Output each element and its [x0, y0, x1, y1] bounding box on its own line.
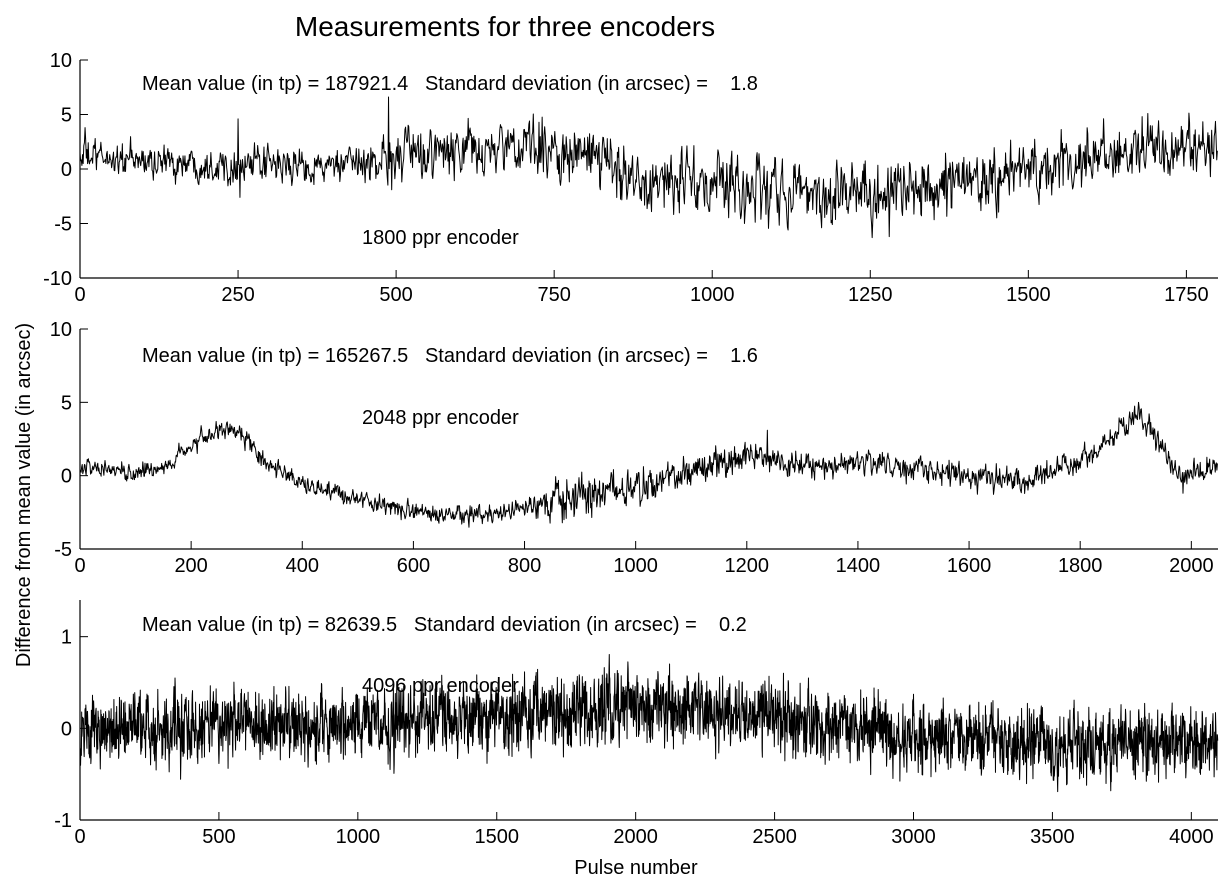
figure-title: Measurements for three encoders	[295, 11, 715, 42]
x-tick-label: 750	[537, 284, 570, 306]
x-tick-label: 1200	[725, 555, 770, 577]
y-tick-label: 0	[61, 159, 72, 181]
encoder-label: 1800 ppr encoder	[362, 227, 519, 249]
y-axis-label: Difference from mean value (in arcsec)	[13, 323, 35, 667]
x-tick-label: 200	[174, 555, 207, 577]
y-tick-label: -1	[54, 810, 72, 832]
x-tick-label: 1600	[947, 555, 992, 577]
y-tick-label: 1	[61, 627, 72, 649]
stats-annotation: Mean value (in tp) = 82639.5 Standard de…	[142, 614, 747, 636]
x-tick-label: 800	[508, 555, 541, 577]
subplot-1: 0 250 500 750 1000 1250 1500 1750 -10 -5 0 5 10 Mean …	[43, 50, 1218, 306]
y-tick-label: 10	[50, 319, 72, 341]
x-tick-label: 3000	[891, 826, 936, 848]
x-tick-label: 1000	[613, 555, 658, 577]
x-tick-label: 1250	[848, 284, 893, 306]
x-tick-label: 0	[74, 284, 85, 306]
series-line	[79, 96, 1218, 239]
subplot-2: 0 200 400 600 800 1000 1200 1400 1600 1800 2000-50…	[50, 319, 1218, 577]
x-tick-label: 500	[202, 826, 235, 848]
x-tick-label: 250	[221, 284, 254, 306]
stats-annotation: Mean value (in tp) = 187921.4 Standard d…	[142, 73, 758, 95]
x-tick-label: 3500	[1030, 826, 1075, 848]
y-tick-label: -5	[54, 214, 72, 236]
x-tick-label: 2000	[1169, 555, 1214, 577]
x-axis-label: Pulse number	[574, 857, 698, 879]
x-tick-label: 2000	[613, 826, 658, 848]
y-tick-label: 5	[61, 392, 72, 414]
y-tick-label: 5	[61, 105, 72, 127]
subplots: 0 250 500 750 1000 1250 1500 1750-10-50510Mean …	[43, 50, 1219, 848]
x-tick-label: 600	[397, 555, 430, 577]
x-tick-label: 1000	[336, 826, 381, 848]
series-line	[79, 401, 1218, 528]
y-tick-label: -10	[43, 268, 72, 290]
y-tick-label: -5	[54, 539, 72, 561]
x-tick-label: 1400	[836, 555, 881, 577]
stats-annotation: Mean value (in tp) = 165267.5 Standard d…	[142, 345, 758, 367]
x-tick-label: 4000	[1169, 826, 1214, 848]
x-tick-label: 1500	[1006, 284, 1051, 306]
x-tick-label: 400	[286, 555, 319, 577]
x-tick-label: 0	[74, 826, 85, 848]
x-tick-label: 1750	[1164, 284, 1209, 306]
x-tick-label: 1000	[690, 284, 735, 306]
x-tick-label: 0	[74, 555, 85, 577]
x-tick-label: 2500	[752, 826, 797, 848]
x-tick-label: 500	[379, 284, 412, 306]
subplot-3: 0 500 1000 1500 2000 2500 3000 3500 4000-101Mean…	[54, 600, 1219, 848]
y-tick-label: 0	[61, 718, 72, 740]
series-line	[79, 654, 1219, 793]
encoder-label: 2048 ppr encoder	[362, 407, 519, 429]
x-tick-label: 1800	[1058, 555, 1103, 577]
y-tick-label: 0	[61, 466, 72, 488]
y-tick-label: 10	[50, 50, 72, 72]
encoder-label: 4096 ppr encoder	[362, 675, 519, 697]
x-tick-label: 1500	[474, 826, 519, 848]
